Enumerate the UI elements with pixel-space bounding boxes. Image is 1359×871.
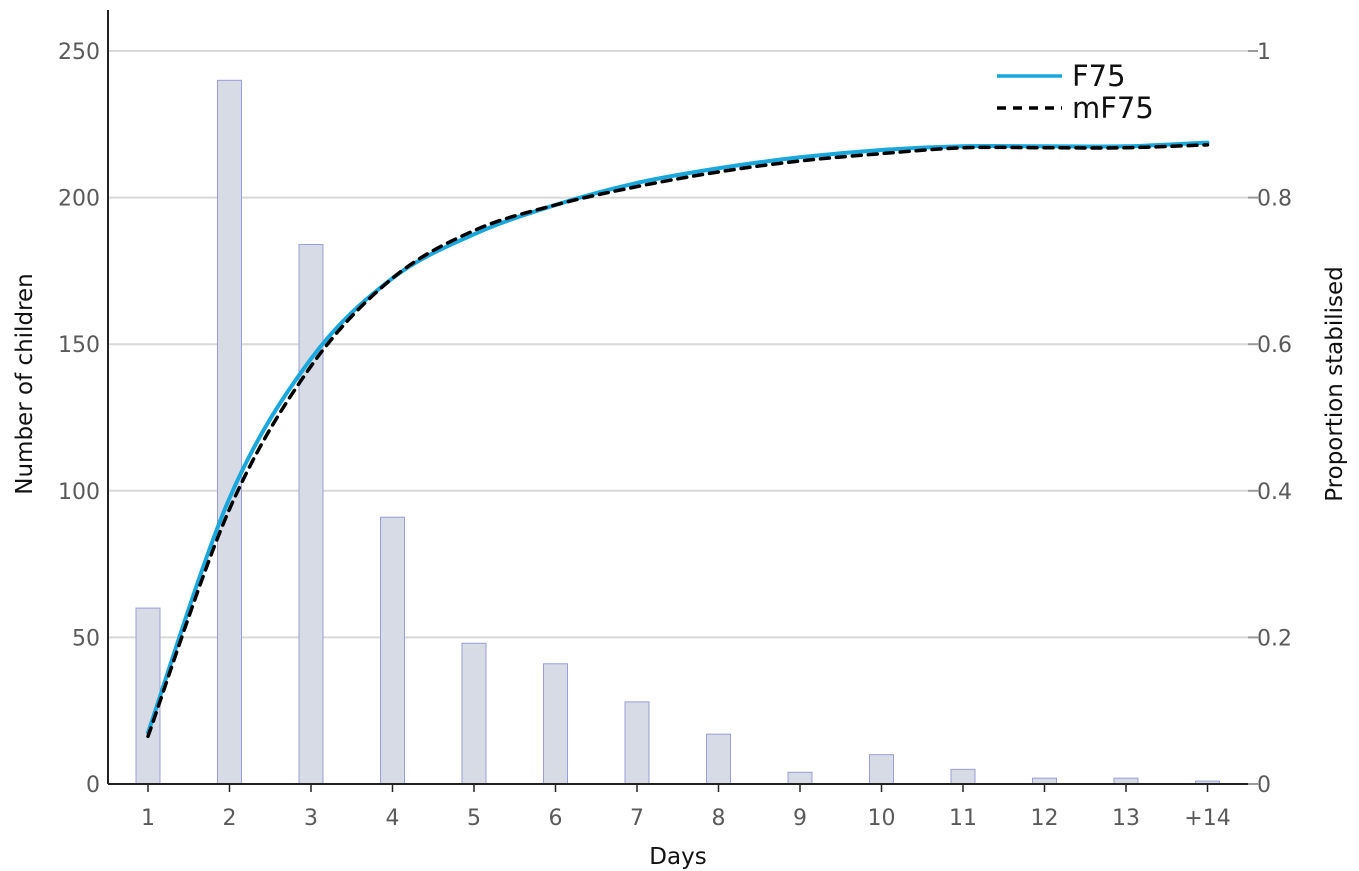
bar: [950, 768, 976, 785]
x-tick-label: 4: [386, 806, 400, 831]
series-line-mf75: [146, 143, 1210, 739]
y-left-tick-label: 100: [58, 480, 100, 505]
x-tick-label: 1: [141, 806, 155, 831]
bars: [135, 79, 1220, 785]
bar: [135, 607, 161, 785]
y-right-tick-label: 0.4: [1257, 480, 1292, 505]
y-left-tick-label: 150: [58, 333, 100, 358]
y-axis-left-title: Number of children: [12, 273, 38, 494]
grid-lines: [108, 50, 1248, 639]
x-tick-label: 3: [304, 806, 318, 831]
y-right-tick-label: 0: [1257, 773, 1271, 798]
y-left-tick-label: 200: [58, 187, 100, 212]
x-tick-label: 8: [712, 806, 726, 831]
y-left-tick-label: 250: [58, 40, 100, 65]
series-lines: [146, 140, 1210, 739]
left-axis-ticks: 0 50 100 150 200 250: [58, 40, 100, 798]
x-tick-label: 2: [223, 806, 237, 831]
legend-label-f75: F75: [1072, 59, 1126, 93]
x-axis-title: Days: [649, 844, 706, 870]
bar: [461, 642, 487, 785]
y-right-tick-label: 0.2: [1257, 626, 1292, 651]
y-right-tick-label: 0.6: [1257, 333, 1292, 358]
right-axis-ticks: 0 0.2 0.4 0.6 0.8 1: [1248, 40, 1292, 798]
x-tick-label: 10: [868, 806, 896, 831]
x-axis-ticks: 1 2 3 4 5 6 7 8 9 10 11 12 13 +14: [141, 784, 1231, 831]
y-left-tick-label: 50: [72, 626, 100, 651]
y-left-tick-label: 0: [86, 773, 100, 798]
legend-label-mf75: mF75: [1072, 91, 1154, 125]
y-right-tick-label: 1: [1257, 40, 1271, 65]
y-right-tick-label: 0.8: [1257, 187, 1292, 212]
x-tick-label: 12: [1031, 806, 1059, 831]
series-line-f75: [146, 140, 1210, 735]
bar: [869, 754, 894, 785]
bar: [217, 79, 242, 785]
axes: [107, 10, 1248, 785]
x-tick-label: 5: [467, 806, 481, 831]
bar: [787, 771, 813, 785]
bar: [706, 733, 731, 785]
x-tick-label: 13: [1112, 806, 1140, 831]
bar: [624, 701, 650, 785]
x-tick-label: 9: [793, 806, 807, 831]
bar: [380, 516, 405, 785]
bar: [298, 244, 324, 785]
x-tick-label: 6: [549, 806, 563, 831]
x-tick-label: 11: [949, 806, 977, 831]
bar: [543, 663, 568, 785]
x-tick-label: 7: [630, 806, 644, 831]
x-tick-label: +14: [1184, 806, 1230, 831]
y-axis-right-title: Proportion stabilised: [1322, 266, 1348, 502]
